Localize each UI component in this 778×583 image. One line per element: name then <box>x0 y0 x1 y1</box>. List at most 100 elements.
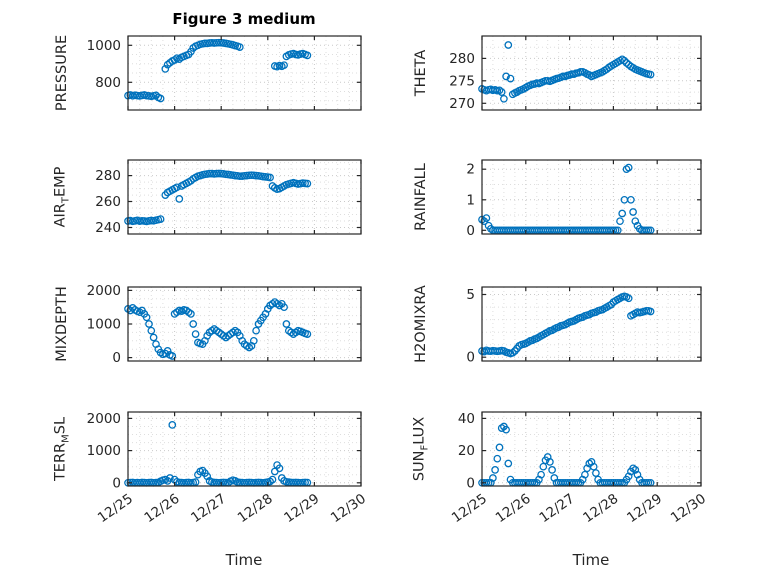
data-point <box>546 458 554 466</box>
x-tick-label: 12/29 <box>281 491 322 526</box>
ylabel-text: AIR <box>52 203 69 228</box>
data-point <box>280 303 288 312</box>
data-point <box>189 320 198 328</box>
data-point <box>592 469 600 477</box>
axes-box <box>127 411 362 487</box>
y-tick-label: 1 <box>466 192 475 208</box>
y-tick-label: 0 <box>466 223 475 239</box>
data-point <box>149 333 158 342</box>
ylabel-text: LUX <box>411 416 428 445</box>
y-tick-label: 800 <box>95 75 121 91</box>
axes-box <box>481 159 702 235</box>
ylabel-text: MIXDEPTH <box>54 286 70 362</box>
axes-box <box>481 411 702 487</box>
data-point <box>163 347 172 355</box>
axes-box <box>481 35 702 111</box>
data-point <box>235 43 244 51</box>
ylabel-text: SUN <box>411 450 428 482</box>
data-point <box>268 475 277 484</box>
x-tick-label: 12/30 <box>668 491 709 526</box>
data-point <box>495 443 504 452</box>
y-tick-label: 1000 <box>87 38 121 54</box>
data-point <box>142 313 151 322</box>
markers <box>124 421 312 487</box>
subplot-pressure: 800 1000 <box>87 35 362 111</box>
ylabel-terrmsl: TERRMSL <box>53 417 72 481</box>
data-point <box>175 195 184 203</box>
y-tick-label: 0 <box>112 475 121 491</box>
data-point <box>163 60 172 69</box>
data-point <box>616 217 624 226</box>
data-point <box>627 195 635 204</box>
data-point <box>266 173 274 182</box>
ylabel-h2omixra: H2OMIXRA <box>413 285 429 363</box>
ylabel-subscript: F <box>419 444 431 451</box>
x-tick-label: 12/29 <box>624 491 665 526</box>
subplot-rainfall: 0 1 2 <box>466 159 702 239</box>
y-tick-label: 240 <box>95 220 121 236</box>
data-point <box>504 41 513 49</box>
data-point <box>303 179 312 188</box>
data-point <box>491 466 499 474</box>
data-point <box>161 65 170 73</box>
data-point <box>581 470 589 479</box>
y-tick-label: 1000 <box>87 317 121 333</box>
data-point <box>173 183 181 192</box>
y-tick-label: 0 <box>112 350 121 366</box>
data-point <box>249 336 258 345</box>
ylabel-subscript: M <box>60 434 72 443</box>
y-tick-label: 260 <box>95 194 121 210</box>
data-point <box>646 70 655 79</box>
markers <box>478 422 655 487</box>
data-point <box>497 88 506 96</box>
data-point <box>493 454 502 463</box>
y-tick-label: 5 <box>466 287 475 303</box>
subplot-airtemp: 240 260 280 <box>95 159 362 236</box>
ylabel-text: TERR <box>52 442 69 482</box>
data-point <box>495 86 504 95</box>
data-point <box>504 459 513 468</box>
ylabel-airtemp: AIRTEMP <box>53 167 72 228</box>
data-point <box>215 169 223 178</box>
markers <box>478 292 655 358</box>
data-point <box>303 330 312 338</box>
data-point <box>282 320 291 328</box>
ylabel-text: H2OMIXRA <box>413 285 429 363</box>
data-point <box>618 209 627 218</box>
data-point <box>502 425 510 434</box>
subplot-mixdepth: 0 1000 2000 <box>87 283 362 366</box>
data-point <box>631 217 640 226</box>
markers <box>478 41 655 103</box>
markers <box>124 169 312 226</box>
data-point <box>482 214 491 222</box>
ylabel-text: SL <box>52 416 69 435</box>
subplot-terrmsl: 0 1000 2000 12/25 12/26 12/27 12/28 12/29 12/30 <box>87 411 369 526</box>
markers <box>124 298 312 360</box>
y-tick-label: 0 <box>466 475 475 491</box>
x-tick-label: 12/26 <box>493 491 534 526</box>
ylabel-mixdepth: MIXDEPTH <box>54 286 70 362</box>
data-point <box>156 215 165 223</box>
data-point <box>145 320 153 328</box>
data-point <box>629 208 637 216</box>
ylabel-theta: THETA <box>413 50 429 97</box>
y-tick-label: 280 <box>449 51 475 67</box>
axes-box <box>127 159 362 235</box>
data-point <box>548 466 556 474</box>
x-tick-label: 12/27 <box>188 491 229 526</box>
ylabel-sunflux: SUNFLUX <box>412 417 431 481</box>
data-point <box>215 38 223 47</box>
data-point <box>156 94 165 103</box>
data-point <box>303 51 312 60</box>
ylabel-rainfall: RAINFALL <box>413 163 429 231</box>
markers <box>124 38 312 103</box>
xlabel-time-right: Time <box>572 551 610 569</box>
x-tick-label: 12/25 <box>95 491 136 526</box>
x-tick-label: 12/25 <box>449 491 490 526</box>
subplot-theta: 270 275 280 <box>449 35 702 112</box>
data-point <box>252 326 260 335</box>
y-tick-label: 2 <box>466 162 475 178</box>
ylabel-subscript: T <box>60 197 72 204</box>
x-tick-label: 12/28 <box>235 491 276 526</box>
